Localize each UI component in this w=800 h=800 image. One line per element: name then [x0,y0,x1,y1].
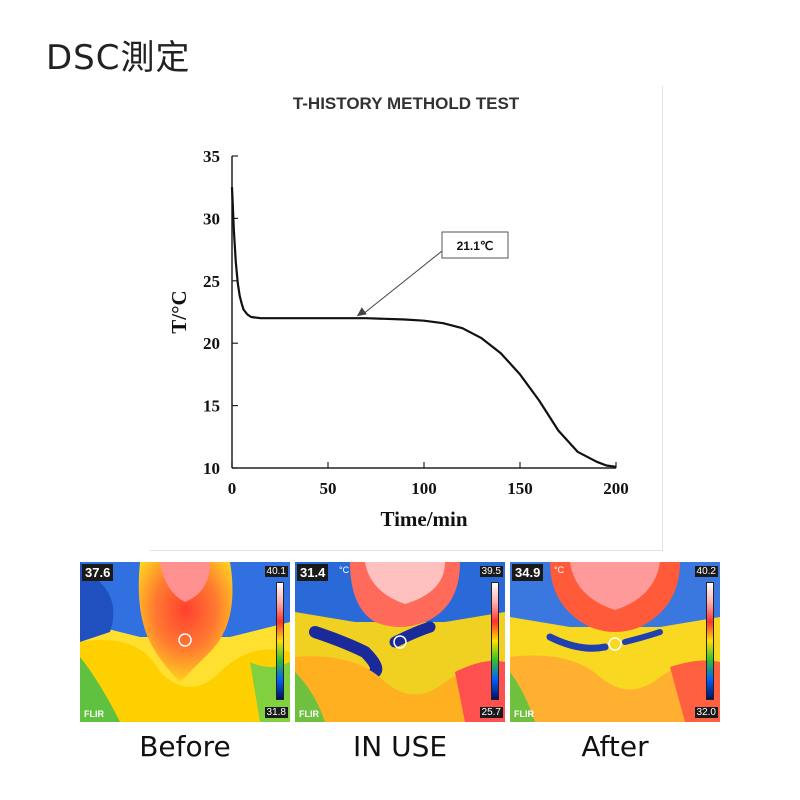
scale-min: 25.7 [479,707,503,718]
x-axis-label: Time/min [380,507,467,531]
scale-max: 39.5 [479,566,503,577]
line-chart: 10 15 20 25 30 35 0 50 100 150 200 Time/min T/°C 21.1… [167,147,629,531]
annotation-label: 21.1℃ [457,239,494,253]
x-tick-label: 100 [411,479,437,498]
spot-temperature: 31.4 [297,564,329,581]
annotation-box [441,231,509,259]
annotation-arrowhead [356,307,367,317]
scale-max: 40.2 [694,566,718,577]
spot-temperature: 34.9 [512,564,544,581]
temperature-unit: °C [339,565,350,575]
x-tick-label: 50 [320,479,337,498]
x-tick-label: 0 [228,479,237,498]
scale-max: 40.1 [264,566,288,577]
y-axis-label: T/°C [167,290,191,333]
brand-label: FLIR [299,709,319,719]
x-tick-label: 150 [507,479,533,498]
thermal-image-in-use: 31.4 °C 39.5 25.7 FLIR [295,562,505,722]
scale-min: 31.8 [264,707,288,718]
color-scale-bar [491,582,499,700]
series-line [230,187,617,468]
y-tick-label: 30 [203,209,220,228]
y-tick-label: 10 [203,459,220,478]
y-tick-label: 15 [203,397,220,416]
caption-before: Before [139,730,231,763]
annotation-arrow [362,250,443,315]
brand-label: FLIR [84,709,104,719]
thermal-picture [295,562,505,722]
brand-label: FLIR [514,709,534,719]
chart-title: T-HISTORY METHOLD TEST [292,94,520,113]
x-tick-label: 200 [603,479,629,498]
thermal-image-before: 37.6 40.1 31.8 FLIR [80,562,290,722]
y-tick-label: 25 [203,272,220,291]
thermal-image-after: 34.9 °C 40.2 32.0 FLIR [510,562,720,722]
thermal-picture [510,562,720,722]
thermal-picture [80,562,290,722]
color-scale-bar [706,582,714,700]
y-tick-label: 35 [203,147,220,166]
caption-in-use: IN USE [352,730,448,763]
page-heading: DSC測定 [46,38,191,78]
scale-min: 32.0 [694,707,718,718]
y-tick-label: 20 [203,334,220,353]
temperature-unit: °C [554,565,565,575]
spot-temperature: 37.6 [82,564,114,581]
color-scale-bar [276,582,284,700]
chart-panel: T-HISTORY METHOLD TEST 10 15 20 25 30 35 0 50 10… [150,86,663,551]
caption-after: After [581,730,649,763]
